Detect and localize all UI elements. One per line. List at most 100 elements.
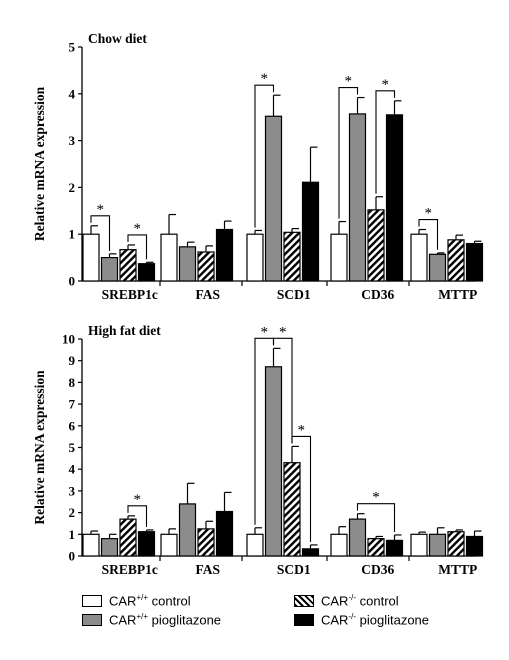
bar-car_mm_pio bbox=[137, 531, 156, 557]
legend-item-car-mm-pioglitazone: CAR-/- pioglitazone bbox=[294, 612, 429, 627]
significance-label: * bbox=[134, 492, 142, 508]
bar-car_pp_control bbox=[246, 233, 264, 282]
y-tick-label: 3 bbox=[69, 483, 76, 498]
y-axis-label: Relative mRNA expression bbox=[32, 86, 47, 241]
bar-car_mm_pio bbox=[215, 228, 234, 282]
bar-car_mm_pio bbox=[465, 535, 484, 557]
legend-item-car-pp-pioglitazone: CAR+/+ pioglitazone bbox=[82, 612, 221, 627]
bar-car_mm_pio bbox=[465, 242, 484, 282]
bar-car_pp_control bbox=[330, 533, 348, 557]
bar-car_pp_pio bbox=[428, 253, 447, 282]
significance-label: * bbox=[382, 77, 390, 93]
chow-diet-panel: Chow diet Relative mRNA expression 0 1 2 3 4 5 S… bbox=[32, 31, 484, 302]
significance-bracket bbox=[127, 234, 148, 260]
y-tick-label: 9 bbox=[69, 353, 76, 368]
bar-car_mm_control bbox=[447, 239, 465, 282]
bar-car_mm_pio bbox=[137, 263, 156, 282]
bar-car_pp_control bbox=[330, 233, 348, 282]
chart-title: Chow diet bbox=[88, 31, 147, 46]
x-tick-label: MTTP bbox=[438, 287, 477, 302]
significance-bracket bbox=[254, 84, 275, 228]
y-tick-label: 3 bbox=[69, 133, 76, 148]
significance-label: * bbox=[298, 422, 306, 438]
bar-car_pp_control bbox=[246, 533, 264, 557]
significance-label: * bbox=[97, 202, 105, 218]
bar-car_pp_pio bbox=[428, 533, 447, 557]
y-axis-label: Relative mRNA expression bbox=[32, 370, 47, 525]
bar-car_pp_pio bbox=[178, 246, 197, 282]
bar-car_mm_control bbox=[447, 531, 465, 557]
bar-car_mm_control bbox=[119, 249, 137, 282]
significance-bracket bbox=[272, 337, 293, 444]
bar-car_pp_control bbox=[82, 533, 100, 557]
x-tick-label: SREBP1c bbox=[102, 562, 158, 577]
significance-label: * bbox=[345, 74, 353, 90]
significance-label: * bbox=[134, 221, 142, 237]
x-tick-label: SCD1 bbox=[277, 562, 311, 577]
legend-swatch-car-pp-control bbox=[82, 594, 102, 607]
bar-car_pp_pio bbox=[100, 538, 119, 557]
bar-car_mm_control bbox=[119, 518, 137, 557]
bar-car_pp_pio bbox=[348, 518, 367, 557]
y-tick-label: 2 bbox=[69, 505, 76, 520]
significance-label: * bbox=[279, 324, 287, 340]
y-tick-label: 2 bbox=[69, 180, 76, 195]
y-tick-label: 5 bbox=[69, 40, 76, 55]
bar-car_mm_control bbox=[197, 251, 215, 282]
x-tick-label: CD36 bbox=[361, 562, 394, 577]
bar-car_pp_control bbox=[410, 233, 428, 282]
y-tick-label: 1 bbox=[69, 227, 76, 242]
legend-swatch-car-pp-pioglitazone bbox=[82, 613, 102, 626]
y-tick-label: 10 bbox=[62, 332, 75, 347]
bar-car_pp_control bbox=[82, 233, 100, 282]
y-tick-label: 4 bbox=[69, 462, 76, 477]
x-tick-label: FAS bbox=[195, 562, 220, 577]
significance-bracket bbox=[90, 215, 111, 251]
bar-car_mm_control bbox=[197, 528, 215, 557]
significance-bracket bbox=[375, 90, 396, 194]
significance-label: * bbox=[261, 324, 269, 340]
significance-label: * bbox=[372, 490, 380, 506]
significance-bracket bbox=[127, 505, 148, 527]
y-tick-label: 7 bbox=[69, 397, 76, 412]
bar-car_mm_control bbox=[283, 462, 301, 557]
y-tick-label: 5 bbox=[69, 440, 76, 455]
significance-bracket bbox=[356, 503, 396, 532]
legend-swatch-car-mm-pioglitazone bbox=[294, 613, 314, 626]
legend-item-car-mm-control: CAR-/- control bbox=[294, 593, 399, 608]
bar-car_mm_pio bbox=[301, 181, 320, 282]
bar-car_mm_pio bbox=[301, 548, 320, 557]
x-tick-label: MTTP bbox=[438, 562, 477, 577]
y-tick-label: 0 bbox=[69, 274, 76, 289]
bar-car_mm_pio bbox=[215, 510, 234, 557]
significance-bracket bbox=[418, 218, 439, 250]
y-tick-label: 0 bbox=[69, 549, 76, 564]
bar-car_mm_control bbox=[367, 538, 385, 557]
bar-car_pp_control bbox=[160, 533, 178, 557]
bar-car_mm_control bbox=[283, 231, 301, 282]
high-fat-diet-panel: High fat diet Relative mRNA expression 0 1 2… bbox=[32, 323, 484, 577]
significance-bracket bbox=[291, 435, 312, 542]
y-tick-label: 4 bbox=[69, 86, 76, 101]
bar-car_pp_control bbox=[160, 233, 178, 282]
bar-car_pp_pio bbox=[264, 115, 283, 282]
y-tick-label: 8 bbox=[69, 375, 76, 390]
x-tick-label: CD36 bbox=[361, 287, 394, 302]
chart-title: High fat diet bbox=[88, 323, 161, 338]
bar-car_mm_pio bbox=[385, 114, 404, 282]
legend-item-car-pp-control: CAR+/+ control bbox=[82, 593, 191, 608]
significance-label: * bbox=[425, 206, 433, 222]
bar-car_pp_pio bbox=[178, 503, 197, 557]
bar-car_pp_control bbox=[410, 533, 428, 557]
bar-car_mm_control bbox=[367, 209, 385, 282]
bar-car_mm_pio bbox=[385, 539, 404, 557]
bar-car_pp_pio bbox=[264, 366, 283, 557]
significance-bracket bbox=[338, 86, 359, 219]
x-tick-label: SCD1 bbox=[277, 287, 311, 302]
y-tick-label: 1 bbox=[69, 527, 76, 542]
legend-swatch-car-mm-control bbox=[294, 594, 314, 607]
significance-label: * bbox=[261, 71, 269, 87]
y-tick-label: 6 bbox=[69, 418, 76, 433]
x-tick-label: SREBP1c bbox=[102, 287, 158, 302]
